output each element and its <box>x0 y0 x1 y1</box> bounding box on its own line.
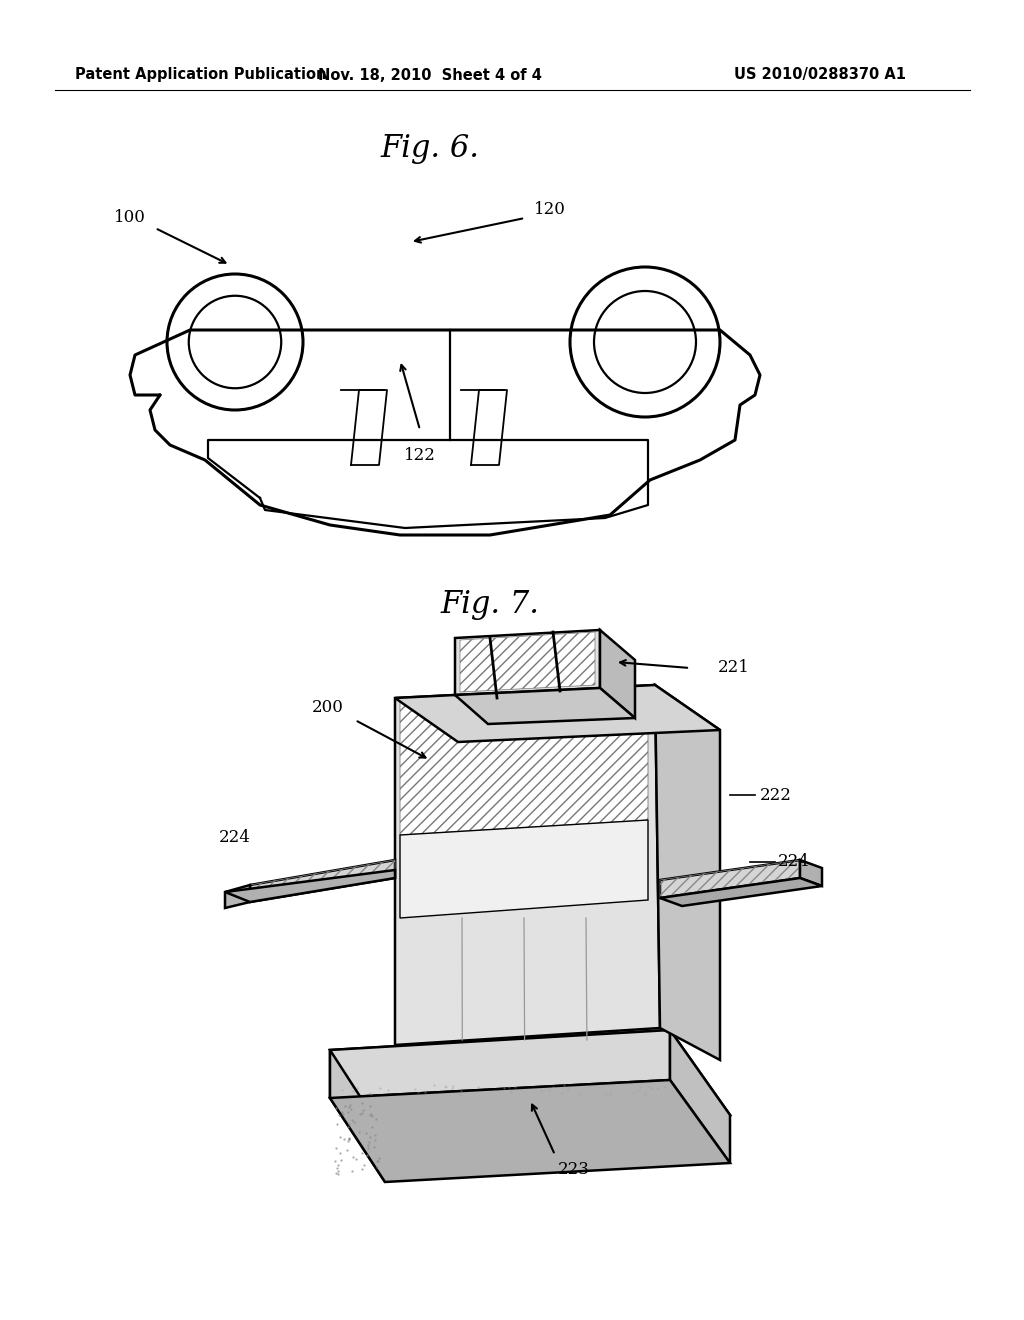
Text: 120: 120 <box>535 202 566 219</box>
Polygon shape <box>455 688 635 723</box>
Text: Patent Application Publication: Patent Application Publication <box>75 67 327 82</box>
Text: Nov. 18, 2010  Sheet 4 of 4: Nov. 18, 2010 Sheet 4 of 4 <box>318 67 542 82</box>
Polygon shape <box>330 1080 730 1181</box>
Polygon shape <box>330 1030 670 1098</box>
Polygon shape <box>670 1030 730 1163</box>
Text: 222: 222 <box>760 787 792 804</box>
Polygon shape <box>400 820 648 917</box>
Polygon shape <box>395 685 660 1045</box>
Text: 122: 122 <box>404 446 436 463</box>
Text: 221: 221 <box>718 660 750 676</box>
Polygon shape <box>455 630 600 696</box>
Circle shape <box>167 275 303 411</box>
Text: US 2010/0288370 A1: US 2010/0288370 A1 <box>734 67 906 82</box>
Polygon shape <box>660 878 822 906</box>
Text: 223: 223 <box>558 1162 590 1179</box>
Polygon shape <box>800 861 822 886</box>
Text: 224: 224 <box>219 829 251 846</box>
Text: Fig. 6.: Fig. 6. <box>381 132 479 164</box>
Polygon shape <box>600 630 635 718</box>
Polygon shape <box>660 861 800 898</box>
Text: Fig. 7.: Fig. 7. <box>440 590 540 620</box>
Polygon shape <box>345 1038 710 1129</box>
Circle shape <box>570 267 720 417</box>
Polygon shape <box>330 1049 385 1181</box>
Polygon shape <box>395 685 720 742</box>
Polygon shape <box>225 884 250 908</box>
Polygon shape <box>250 861 395 902</box>
Text: 200: 200 <box>312 700 344 717</box>
Text: 100: 100 <box>114 210 146 227</box>
Polygon shape <box>460 632 595 692</box>
Polygon shape <box>225 870 395 902</box>
Polygon shape <box>330 1030 730 1135</box>
Polygon shape <box>655 685 720 1060</box>
Polygon shape <box>400 686 648 836</box>
Text: 224: 224 <box>778 854 810 870</box>
